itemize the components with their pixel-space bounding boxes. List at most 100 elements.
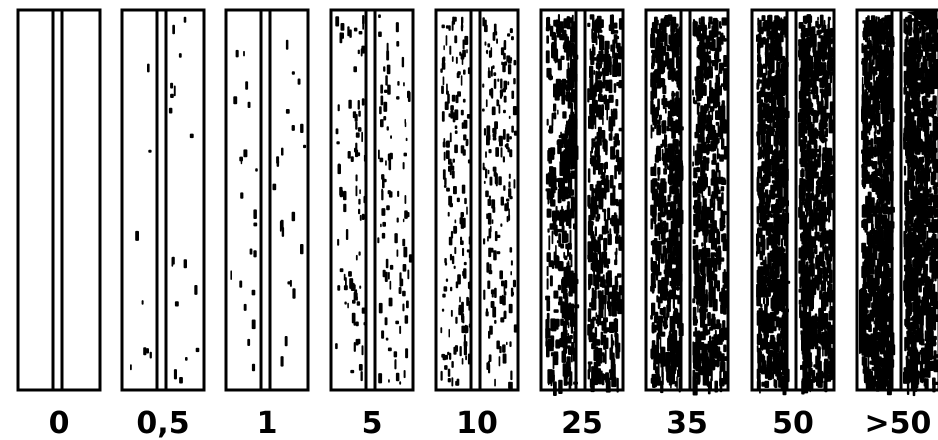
rust-speck	[488, 247, 492, 258]
rust-speck	[665, 355, 670, 366]
rust-speck	[659, 300, 663, 304]
rust-speck	[760, 351, 763, 357]
rust-speck	[567, 245, 569, 257]
rust-speck	[384, 317, 388, 326]
rust-speck	[602, 188, 605, 198]
rust-speck	[600, 352, 605, 357]
rust-speck	[718, 176, 722, 185]
rust-speck	[719, 21, 722, 28]
rust-speck	[829, 47, 833, 55]
rust-speck	[506, 201, 509, 211]
rust-speck	[669, 333, 673, 341]
rust-speck	[612, 155, 618, 159]
rust-speck	[778, 291, 784, 298]
rust-speck	[551, 31, 556, 41]
rust-speck	[757, 171, 760, 180]
rust-speck	[498, 104, 501, 114]
rust-speck	[506, 133, 510, 143]
rust-speck	[604, 224, 607, 232]
rust-speck	[675, 209, 680, 224]
rust-speck	[493, 23, 497, 33]
rust-speck	[762, 63, 768, 69]
rust-speck	[357, 127, 362, 132]
rust-speck	[650, 75, 656, 82]
rust-speck	[358, 364, 363, 371]
rust-speck	[611, 113, 616, 127]
rust-speck	[723, 68, 728, 82]
rust-speck	[549, 125, 554, 134]
rust-speck	[769, 44, 775, 57]
rust-speck	[402, 218, 405, 223]
rust-speck	[804, 15, 807, 25]
rust-speck	[653, 362, 657, 371]
rust-speck	[696, 66, 699, 79]
rust-speck	[135, 230, 139, 241]
rust-speckles	[756, 14, 835, 396]
rust-speck	[350, 156, 354, 162]
rust-speck	[804, 41, 807, 45]
rust-speck	[546, 16, 551, 28]
rust-speck	[399, 278, 402, 287]
rust-speck	[487, 236, 489, 242]
rust-speck	[602, 74, 606, 84]
rust-speck	[613, 22, 618, 29]
rust-speck	[769, 344, 775, 350]
rust-speck	[593, 253, 596, 268]
rust-speck	[667, 45, 672, 52]
rust-speck	[764, 256, 767, 269]
rust-speck	[545, 50, 550, 64]
rust-speck	[692, 380, 698, 396]
rust-speck	[379, 106, 382, 115]
rust-speck	[448, 158, 452, 165]
rust-speck	[509, 136, 512, 140]
panel-frame	[120, 8, 206, 392]
rust-speck	[826, 374, 832, 382]
rust-speck	[291, 71, 295, 75]
rust-speck	[511, 125, 514, 133]
rust-speck	[563, 48, 568, 53]
rust-speck	[499, 346, 502, 354]
rust-speck	[670, 16, 677, 30]
rust-speck	[551, 175, 557, 189]
rust-speck	[361, 307, 366, 314]
rust-speck	[562, 44, 566, 50]
rust-speck	[570, 102, 573, 117]
rust-speck	[774, 341, 780, 353]
rust-speck	[821, 212, 826, 225]
rust-speck	[604, 238, 607, 251]
rust-speck	[587, 88, 590, 103]
rust-speck	[675, 23, 678, 37]
rust-speck	[380, 95, 384, 106]
rust-speck	[826, 112, 831, 119]
rust-speck	[339, 32, 343, 44]
rust-speck	[494, 287, 497, 298]
rust-speck	[466, 138, 469, 146]
rust-speck	[351, 312, 356, 324]
rust-speck	[707, 186, 711, 196]
rust-speck	[827, 164, 831, 170]
rust-speck	[454, 125, 458, 129]
rust-speck	[720, 186, 725, 192]
rust-speck	[357, 100, 360, 110]
rust-speck	[702, 219, 705, 226]
rust-speck	[445, 278, 449, 282]
rust-speck	[494, 231, 498, 242]
rust-speck	[503, 185, 506, 191]
rust-speck	[713, 258, 718, 270]
rust-speck	[666, 363, 669, 373]
rust-speck	[658, 232, 661, 241]
rust-speck	[721, 211, 724, 217]
rust-speck	[383, 66, 386, 72]
rust-speck	[781, 271, 786, 280]
rust-speck	[463, 69, 466, 75]
rust-speck	[440, 327, 443, 334]
rust-speck	[141, 300, 144, 305]
rust-speck	[769, 352, 772, 368]
rust-speck	[444, 365, 448, 370]
rust-speck	[545, 328, 551, 339]
rust-speck	[813, 203, 816, 213]
panels-layer	[16, 8, 938, 397]
rust-speck	[815, 254, 821, 269]
rust-speck	[485, 99, 488, 108]
rust-speck	[674, 312, 678, 324]
